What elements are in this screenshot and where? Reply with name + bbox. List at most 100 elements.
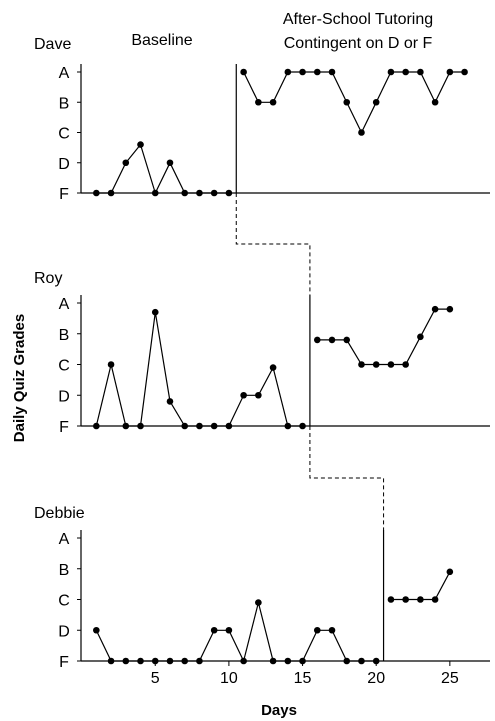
intervention-point	[417, 68, 424, 76]
baseline-point	[210, 189, 218, 197]
baseline-point	[137, 422, 144, 430]
intervention-line	[317, 308, 450, 366]
baseline-point	[328, 626, 336, 634]
baseline-point	[93, 626, 100, 634]
baseline-point	[181, 189, 189, 197]
intervention-point	[431, 98, 439, 106]
intervention-point	[431, 596, 439, 603]
baseline-point	[210, 626, 218, 634]
baseline-point	[240, 391, 247, 399]
baseline-point	[269, 364, 277, 371]
intervention-point	[358, 129, 365, 136]
baseline-point	[137, 141, 144, 148]
intervention-line	[390, 571, 451, 601]
y-tick-label-d: D	[58, 388, 70, 405]
intervention-point	[431, 305, 439, 313]
phase-connector-dashed	[235, 193, 311, 295]
intervention-point	[284, 68, 292, 76]
baseline-point	[93, 189, 100, 197]
y-tick-label-b: B	[59, 95, 70, 112]
x-axis-title: Days	[261, 702, 297, 719]
baseline-point	[313, 626, 321, 634]
intervention-point	[358, 361, 365, 368]
baseline-point	[225, 626, 233, 634]
x-tick-label: 5	[151, 670, 160, 687]
intervention-line	[243, 71, 465, 134]
intervention-phase-label-line2: Contingent on D or F	[284, 35, 433, 52]
baseline-point	[181, 657, 189, 665]
baseline-point	[269, 657, 277, 665]
y-tick-label-a: A	[59, 296, 70, 313]
y-tick-label-d: D	[58, 156, 70, 173]
intervention-point	[446, 305, 454, 313]
baseline-point	[107, 361, 115, 368]
x-tick-label: 15	[294, 670, 312, 687]
baseline-point	[122, 159, 130, 167]
intervention-point	[372, 361, 380, 368]
x-tick-label: 25	[441, 670, 459, 687]
baseline-point	[255, 599, 262, 606]
baseline-point	[196, 422, 203, 430]
y-tick-label-b: B	[59, 327, 70, 344]
intervention-point	[313, 336, 321, 344]
y-tick-label-f: F	[59, 186, 69, 203]
baseline-point	[343, 657, 351, 665]
y-tick-label-c: C	[58, 358, 70, 375]
intervention-point	[402, 68, 409, 76]
intervention-point	[387, 68, 395, 76]
y-tick-label-c: C	[58, 126, 70, 143]
baseline-point	[210, 422, 218, 430]
baseline-point	[151, 308, 159, 316]
baseline-point	[284, 422, 292, 430]
baseline-point	[225, 189, 233, 197]
intervention-point	[417, 333, 424, 341]
baseline-point	[122, 422, 130, 430]
y-tick-label-a: A	[59, 65, 70, 82]
intervention-point	[417, 596, 424, 603]
intervention-point	[240, 68, 247, 76]
intervention-point	[402, 361, 409, 368]
intervention-point	[402, 596, 409, 603]
intervention-point	[299, 68, 306, 76]
y-tick-label-f: F	[59, 654, 69, 671]
y-tick-label-b: B	[59, 562, 70, 579]
x-tick-label: 10	[220, 670, 238, 687]
intervention-point	[387, 596, 395, 603]
intervention-phase-label-line1: After-School Tutoring	[283, 11, 433, 28]
intervention-point	[461, 68, 468, 76]
intervention-point	[313, 68, 321, 76]
baseline-point	[107, 657, 115, 665]
intervention-point	[328, 336, 336, 344]
intervention-point	[446, 68, 454, 76]
y-axis-title: Daily Quiz Grades	[11, 314, 28, 442]
intervention-point	[446, 568, 454, 576]
panel-name: Debbie	[34, 505, 85, 522]
baseline-phase-label: Baseline	[131, 32, 192, 49]
baseline-point	[137, 657, 144, 665]
baseline-point	[358, 657, 365, 665]
baseline-point	[107, 189, 115, 197]
intervention-point	[255, 98, 262, 106]
panel-name: Dave	[34, 36, 71, 53]
baseline-point	[196, 189, 203, 197]
baseline-point	[151, 189, 159, 197]
y-tick-label-c: C	[58, 593, 70, 610]
panel-name: Roy	[34, 270, 62, 287]
intervention-point	[328, 68, 336, 76]
intervention-point	[343, 98, 351, 106]
baseline-point	[225, 422, 233, 430]
baseline-point	[122, 657, 130, 665]
baseline-point	[166, 398, 174, 405]
intervention-point	[387, 361, 395, 368]
baseline-point	[166, 159, 174, 167]
intervention-point	[343, 336, 351, 344]
y-tick-label-d: D	[58, 623, 70, 640]
baseline-point	[255, 391, 262, 399]
phase-connector-dashed	[309, 426, 385, 530]
baseline-point	[284, 657, 292, 665]
baseline-point	[196, 657, 203, 665]
baseline-point	[240, 657, 247, 665]
